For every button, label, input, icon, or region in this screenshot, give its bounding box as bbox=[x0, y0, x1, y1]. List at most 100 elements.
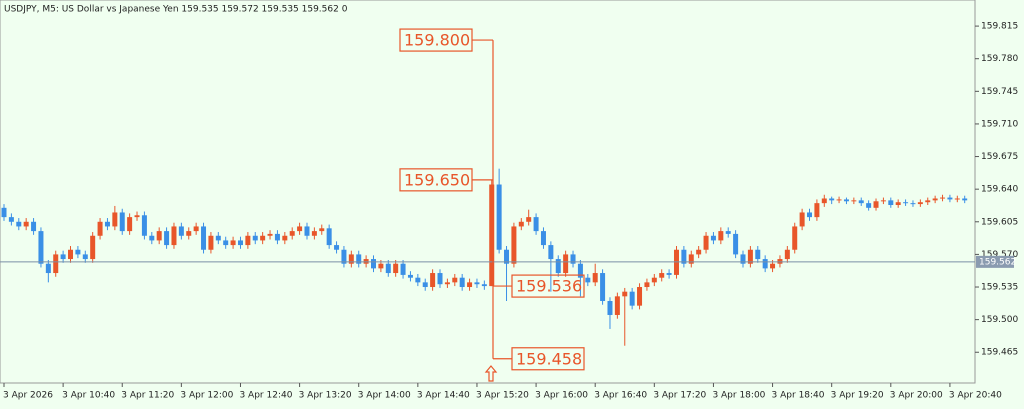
annotation-label: 159.536 bbox=[516, 277, 582, 296]
x-tick-label: 3 Apr 18:40 bbox=[772, 391, 825, 401]
arrow-icon bbox=[484, 365, 498, 382]
candle-body bbox=[718, 231, 724, 241]
candle-body bbox=[910, 203, 916, 205]
plot-area bbox=[0, 0, 976, 384]
candle-body bbox=[134, 215, 140, 218]
candle-body bbox=[481, 284, 487, 287]
candle-body bbox=[496, 184, 502, 250]
candle-body bbox=[873, 201, 879, 208]
candle-body bbox=[540, 231, 546, 246]
candle-body bbox=[223, 240, 229, 246]
candle-body bbox=[592, 273, 598, 283]
candle-body bbox=[821, 198, 827, 204]
x-tick-label: 3 Apr 18:00 bbox=[712, 391, 765, 401]
candle-body bbox=[851, 200, 857, 202]
candle-body bbox=[511, 226, 517, 264]
candle-body bbox=[260, 235, 266, 241]
candle-body bbox=[807, 212, 813, 218]
candle-body bbox=[400, 263, 406, 275]
candle-body bbox=[193, 226, 199, 232]
annotation-box bbox=[511, 274, 585, 298]
candle-body bbox=[563, 254, 569, 274]
x-tick-label: 3 Apr 19:20 bbox=[831, 391, 884, 401]
candle-body bbox=[622, 291, 628, 297]
candle-body bbox=[156, 231, 162, 241]
x-tick-label: 3 Apr 12:40 bbox=[239, 391, 292, 401]
y-tick-label: 159.675 bbox=[981, 152, 1018, 162]
candle-body bbox=[518, 221, 524, 227]
candle-body bbox=[334, 245, 340, 250]
x-tick-label: 3 Apr 10:40 bbox=[62, 391, 115, 401]
candle-body bbox=[119, 212, 125, 232]
annotation-label: 159.800 bbox=[404, 31, 470, 50]
candle-body bbox=[459, 277, 465, 288]
candle-body bbox=[747, 249, 753, 264]
annotation-label: 159.650 bbox=[404, 170, 470, 189]
candle-body bbox=[548, 245, 554, 260]
candle-body bbox=[888, 200, 894, 206]
candle-body bbox=[341, 249, 347, 264]
candle-body bbox=[348, 254, 354, 264]
candle-body bbox=[504, 249, 510, 264]
candle-body bbox=[452, 277, 458, 283]
x-tick-label: 3 Apr 11:20 bbox=[121, 391, 174, 401]
candle-body bbox=[68, 249, 74, 260]
candle-body bbox=[422, 282, 428, 288]
candle-body bbox=[444, 282, 450, 285]
candle-body bbox=[659, 273, 665, 278]
candle-body bbox=[53, 254, 59, 274]
y-tick-label: 159.640 bbox=[981, 185, 1018, 195]
annotation-box bbox=[399, 168, 473, 192]
x-tick-label: 3 Apr 20:40 bbox=[949, 391, 1002, 401]
candle-body bbox=[792, 226, 798, 250]
x-tick-label: 3 Apr 12:00 bbox=[180, 391, 233, 401]
candle-body bbox=[8, 217, 14, 222]
candle-body bbox=[201, 226, 207, 250]
candle-body bbox=[696, 249, 702, 255]
y-tick-label: 159.465 bbox=[981, 348, 1018, 358]
last-price-label: 159.562 bbox=[979, 257, 1016, 267]
candle-body bbox=[97, 221, 103, 236]
candle-body bbox=[378, 263, 384, 269]
candle-body bbox=[770, 263, 776, 269]
candle-body bbox=[208, 235, 214, 250]
candle-body bbox=[585, 277, 591, 283]
candle-body bbox=[60, 254, 66, 260]
candle-body bbox=[799, 212, 805, 227]
candle-body bbox=[814, 203, 820, 218]
candle-body bbox=[326, 228, 332, 246]
candle-body bbox=[178, 226, 184, 236]
candle-body bbox=[437, 273, 443, 285]
candle-body bbox=[415, 277, 421, 283]
candle-body bbox=[710, 235, 716, 241]
x-tick-label: 3 Apr 20:00 bbox=[890, 391, 943, 401]
candle-body bbox=[629, 291, 635, 306]
candle-body bbox=[784, 249, 790, 260]
candle-body bbox=[171, 226, 177, 246]
candle-body bbox=[962, 198, 968, 201]
y-tick-label: 159.570 bbox=[981, 250, 1018, 260]
candle-body bbox=[932, 198, 938, 201]
candle-body bbox=[614, 296, 620, 315]
candle-body bbox=[304, 226, 310, 236]
x-tick-label: 3 Apr 2026 bbox=[3, 391, 53, 401]
candle-body bbox=[651, 277, 657, 283]
candle-body bbox=[186, 231, 192, 236]
candle-body bbox=[903, 202, 909, 204]
candle-body bbox=[755, 249, 761, 260]
candle-body bbox=[289, 231, 295, 236]
candle-body bbox=[829, 198, 835, 201]
candle-body bbox=[644, 282, 650, 288]
candle-body bbox=[1, 207, 7, 218]
candle-body bbox=[858, 200, 864, 204]
candle-body bbox=[112, 212, 118, 227]
candle-body bbox=[725, 231, 731, 234]
candle-body bbox=[149, 235, 155, 241]
candle-body bbox=[274, 233, 280, 241]
candle-body bbox=[319, 228, 325, 232]
candle-body bbox=[880, 200, 886, 202]
candle-body bbox=[607, 300, 613, 315]
candle-body bbox=[681, 249, 687, 264]
y-tick-label: 159.500 bbox=[981, 315, 1018, 325]
